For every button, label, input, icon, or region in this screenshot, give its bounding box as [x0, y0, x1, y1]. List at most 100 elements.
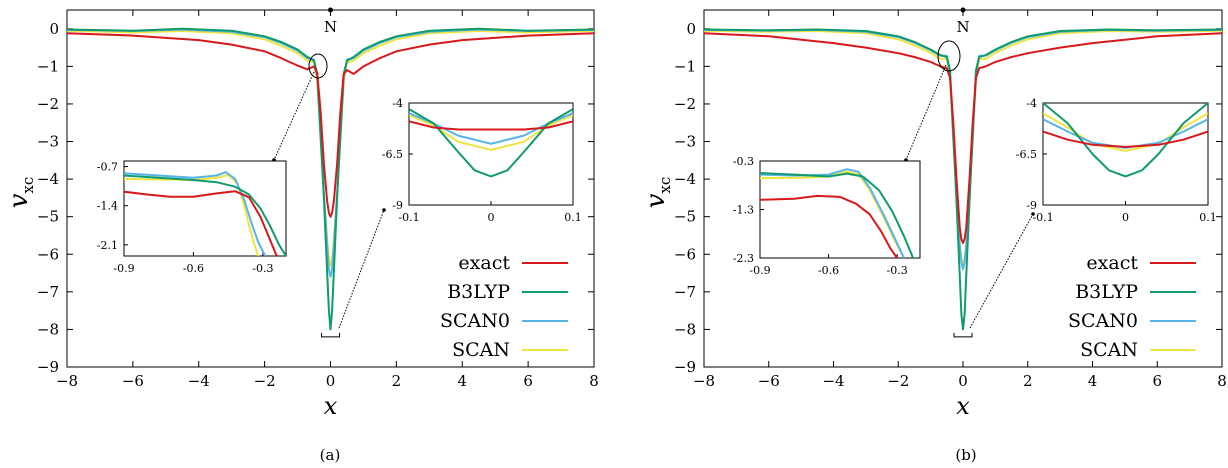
y-tick-label: −9 — [37, 358, 59, 376]
inset-x-tick-label: 0 — [488, 211, 495, 224]
zoom-leader-line — [969, 213, 1034, 329]
x-tick-label: −2 — [254, 372, 276, 390]
x-tick-label: −6 — [122, 372, 144, 390]
inset-series-line-scan — [1043, 112, 1208, 152]
zoom-circle — [308, 53, 328, 79]
inset-y-tick-label: -4 — [1026, 97, 1037, 110]
inset-x-tick-label: -0.1 — [398, 211, 419, 224]
inset-series-line-exact — [124, 190, 278, 256]
inset-x-tick-label: -0.1 — [1032, 211, 1053, 224]
chart-panel-b: −8 −6 −4 −2 0 2 4 6 80−1−2−3−4−5−6−7−8−9xvxc(b)N… — [641, 7, 1227, 464]
inset-series-line-exact — [409, 120, 573, 131]
x-tick-label: 8 — [589, 372, 599, 390]
inset-y-tick-label: -1.4 — [97, 200, 118, 213]
inset-x-tick-label: -0.9 — [749, 264, 770, 277]
inset-x-tick-label: -0.9 — [113, 262, 134, 275]
inset-1: -0.9 -0.6 -0.3 -0.3 -1.3 -2.3 — [733, 155, 921, 277]
inset-x-tick-label: -0.6 — [818, 264, 839, 277]
x-tick-label: 2 — [1023, 372, 1033, 390]
series-line-exact — [704, 32, 1222, 244]
series-line-scan0 — [67, 28, 594, 278]
y-axis-label-sub: xc — [656, 177, 674, 194]
nucleus-marker — [328, 7, 333, 13]
inset-series-line-b3lyp — [409, 108, 573, 178]
x-tick-label: 0 — [958, 372, 968, 390]
panel-caption: (a) — [320, 446, 341, 464]
legend-label-scan: SCAN — [452, 339, 510, 361]
zoom-bracket — [321, 332, 340, 338]
inset-y-tick-label: -4 — [392, 97, 403, 110]
y-tick-label: −4 — [37, 170, 59, 188]
y-tick-label: 0 — [686, 20, 696, 38]
y-tick-label: −9 — [674, 358, 696, 376]
y-tick-label: −2 — [674, 95, 696, 113]
x-tick-label: 4 — [1088, 372, 1098, 390]
inset-series-line-exact — [1043, 130, 1208, 148]
inset-x-tick-label: -0.6 — [183, 262, 204, 275]
y-axis-label-sub: xc — [19, 177, 37, 194]
y-axis-label: vxc — [641, 177, 674, 209]
legend: exact B3LYP SCAN0 SCAN — [1068, 252, 1196, 361]
y-tick-label: −1 — [674, 57, 696, 75]
inset-y-tick-label: -2.1 — [97, 239, 118, 252]
zoom-leader-line — [273, 71, 315, 161]
inset-x-tick-label: -0.3 — [887, 264, 908, 277]
inset-y-tick-label: -9 — [1026, 199, 1037, 212]
inset-series-line-scan — [409, 114, 573, 151]
x-tick-label: 2 — [392, 372, 402, 390]
y-axis-label-main: v — [4, 193, 34, 208]
x-tick-label: 6 — [1152, 372, 1162, 390]
x-tick-label: 4 — [457, 372, 467, 390]
nucleus-marker — [960, 7, 966, 13]
inset-x-tick-label: 0 — [1122, 211, 1129, 224]
y-tick-label: −8 — [37, 320, 59, 338]
nucleus-label: N — [324, 18, 337, 36]
inset-x-tick-label: 0.1 — [564, 211, 582, 224]
y-tick-label: 0 — [49, 20, 59, 38]
legend: exact B3LYP SCAN0 SCAN — [440, 252, 568, 361]
series-line-b3lyp — [704, 28, 1222, 331]
inset-frame — [408, 102, 574, 206]
inset-y-tick-label: -9 — [392, 199, 403, 212]
y-tick-label: −5 — [674, 208, 696, 226]
zoom-bracket — [953, 332, 973, 338]
x-tick-label: −4 — [822, 372, 844, 390]
inset-x-tick-label: 0.1 — [1199, 211, 1217, 224]
panel-caption: (b) — [955, 446, 976, 464]
inset-y-tick-label: -6.5 — [382, 148, 403, 161]
zoom-leader-arrow — [1031, 212, 1035, 216]
inset-series-line-scan — [760, 170, 905, 258]
inset-2: -0.1 0 0.1 -4 -6.5 -9 — [382, 97, 582, 224]
y-tick-label: −5 — [37, 208, 59, 226]
inset-y-tick-label: -2.3 — [733, 252, 754, 265]
legend-label-b3lyp: B3LYP — [447, 281, 510, 303]
series-line-scan — [67, 29, 594, 267]
y-axis-label: vxc — [4, 177, 37, 209]
x-axis-label: x — [956, 392, 970, 420]
inset-series-line-scan0 — [124, 171, 267, 256]
y-tick-label: −3 — [37, 133, 59, 151]
x-tick-label: −8 — [56, 372, 78, 390]
inset-frame — [1042, 102, 1209, 206]
inset-y-tick-label: -0.7 — [97, 161, 118, 174]
x-tick-label: −6 — [758, 372, 780, 390]
x-tick-label: −4 — [188, 372, 210, 390]
inset-series-line-b3lyp — [1043, 103, 1208, 178]
y-tick-label: −1 — [37, 57, 59, 75]
nucleus-label: N — [956, 18, 969, 36]
x-tick-label: 6 — [523, 372, 533, 390]
inset-y-tick-label: -1.3 — [733, 204, 754, 217]
zoom-leader-line — [905, 64, 947, 161]
inset-series-line-b3lyp — [760, 172, 915, 258]
legend-label-b3lyp: B3LYP — [1075, 281, 1138, 303]
inset-1: -0.9 -0.6 -0.3 -0.7 -1.4 -2.1 — [97, 160, 287, 275]
y-tick-label: −7 — [674, 283, 696, 301]
inset-series-line-b3lyp — [124, 174, 286, 256]
x-axis-label: x — [324, 392, 338, 420]
inset-y-tick-label: -6.5 — [1016, 148, 1037, 161]
zoom-leader-line — [338, 209, 385, 329]
inset-2: -0.1 0 0.1 -4 -6.5 -9 — [1016, 97, 1217, 224]
chart-panel-a: −8 −6 −4 −2 0 2 4 6 80−1−2−3−4−5−6−7−8−9xvxc(a)N… — [4, 7, 599, 464]
legend-label-scan0: SCAN0 — [440, 310, 510, 332]
y-tick-label: −8 — [674, 320, 696, 338]
